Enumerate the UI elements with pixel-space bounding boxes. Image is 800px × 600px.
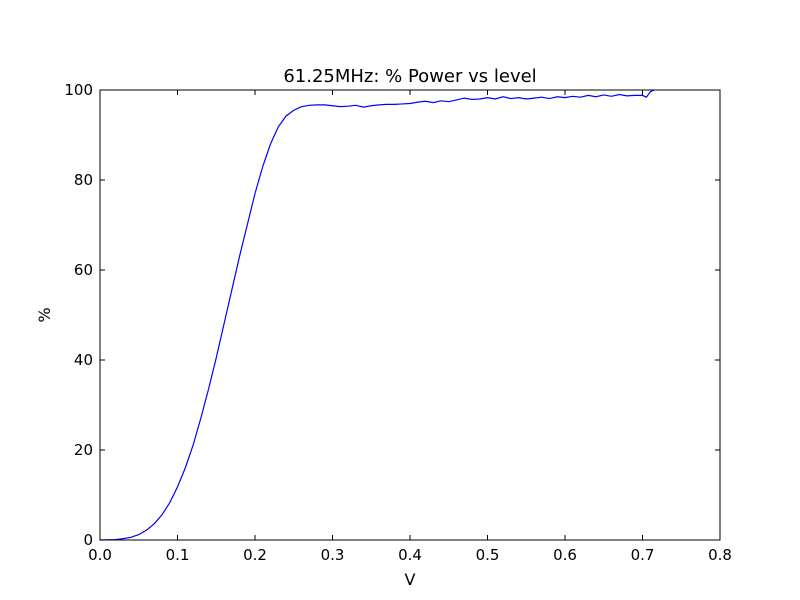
x-tick-label: 0.0 <box>88 546 112 564</box>
x-axis-ticks: 0.0 0.1 0.2 0.3 0.4 0.5 0.6 0.7 0.8 <box>88 90 732 564</box>
y-tick-label: 40 <box>74 351 93 369</box>
chart-title: 61.25MHz: % Power vs level <box>283 66 536 87</box>
plot-frame <box>99 89 721 541</box>
x-tick-label: 0.4 <box>398 546 422 564</box>
x-tick-label: 0.1 <box>166 546 190 564</box>
x-tick-label: 0.8 <box>708 546 732 564</box>
x-tick-label: 0.2 <box>243 546 267 564</box>
x-tick-label: 0.6 <box>553 546 577 564</box>
y-axis-ticks: 0 20 40 60 80 100 <box>64 81 720 549</box>
x-tick-label: 0.7 <box>631 546 655 564</box>
y-tick-label: 100 <box>64 81 93 99</box>
y-tick-label: 0 <box>83 531 93 549</box>
series-line <box>99 89 655 541</box>
x-tick-label: 0.3 <box>321 546 345 564</box>
y-tick-label: 80 <box>74 171 93 189</box>
x-tick-label: 0.5 <box>476 546 500 564</box>
y-tick-label: 60 <box>74 261 93 279</box>
y-axis-label: % <box>35 307 54 322</box>
y-tick-label: 20 <box>74 441 93 459</box>
plot-area <box>100 90 720 540</box>
x-axis-label: V <box>405 570 416 589</box>
